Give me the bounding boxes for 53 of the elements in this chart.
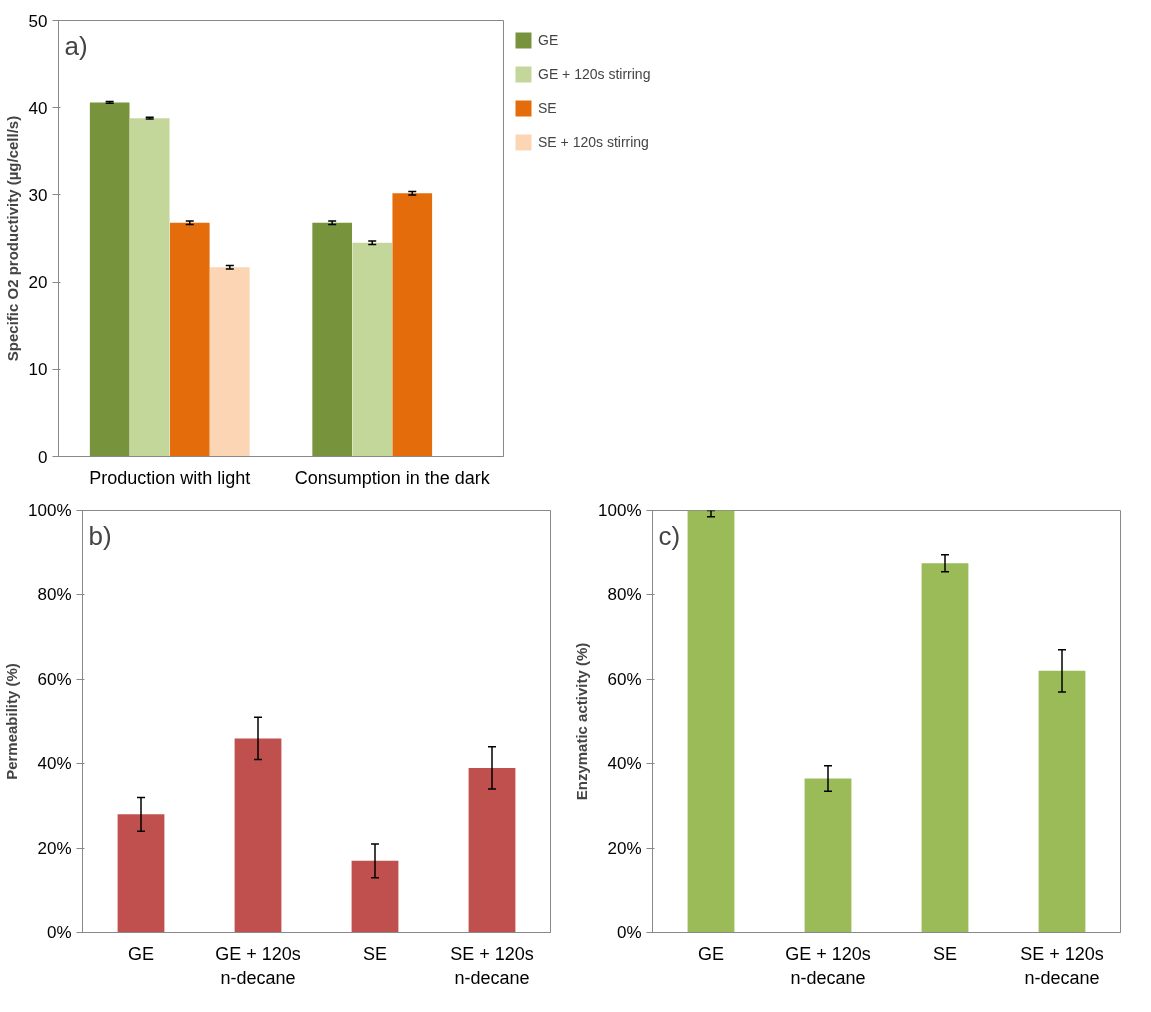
- x-tick-label: SE: [932, 943, 958, 964]
- y-tick-label: 80%: [607, 585, 642, 605]
- legend-label: SE + 120s stirring: [538, 134, 649, 150]
- y-tick-label: 60%: [37, 669, 72, 689]
- x-tick-label: GE: [128, 943, 155, 964]
- bar: [89, 102, 130, 457]
- bar: [234, 738, 282, 933]
- x-tick-label: GE + 120s n-decane: [785, 943, 871, 988]
- bar: [312, 222, 352, 457]
- bar: [117, 814, 165, 933]
- y-tick-label: 100%: [598, 501, 642, 520]
- y-tick-label: 20%: [37, 838, 72, 858]
- bar: [687, 510, 735, 933]
- y-tick-label: 0%: [616, 923, 642, 942]
- x-tick-label: Consumption in the dark: [294, 467, 491, 488]
- bar: [352, 242, 393, 457]
- bar: [129, 118, 170, 457]
- x-tick-label: SE + 120s n-decane: [1020, 943, 1104, 988]
- y-tick-label: 20%: [607, 838, 642, 858]
- annotation: b): [88, 520, 112, 551]
- y-tick-label: 80%: [37, 585, 72, 605]
- y-tick-label: 0%: [46, 923, 72, 942]
- bar: [392, 193, 433, 457]
- legend-label: GE: [538, 32, 559, 48]
- bar: [169, 222, 210, 457]
- legend-label: GE + 120s stirring: [538, 66, 651, 82]
- x-tick-label: SE: [362, 943, 388, 964]
- y-tick-label: 40: [28, 98, 48, 118]
- y-tick-label: 10: [28, 360, 48, 380]
- bar: [921, 563, 969, 933]
- y-axis-title: Enzymatic activity (%): [573, 642, 591, 801]
- y-axis-title: Specific O2 productivity (µg/cell/s): [3, 115, 21, 362]
- annotation: c): [658, 520, 681, 551]
- x-tick-label: SE + 120s n-decane: [450, 943, 534, 988]
- y-tick-label: 40%: [37, 754, 72, 774]
- y-tick-label: 60%: [607, 669, 642, 689]
- y-tick-label: 30: [28, 185, 48, 205]
- y-tick-label: 20: [28, 273, 48, 293]
- x-tick-label: GE: [698, 943, 725, 964]
- x-tick-label: Production with light: [89, 467, 251, 488]
- bar: [210, 267, 250, 457]
- bar: [351, 860, 399, 933]
- bar: [804, 778, 852, 933]
- y-tick-label: 40%: [607, 754, 642, 774]
- y-tick-label: 0: [38, 447, 48, 467]
- y-axis-title: Permeability (%): [3, 663, 21, 780]
- y-tick-label: 100%: [28, 501, 72, 520]
- y-tick-label: 50: [28, 11, 48, 31]
- legend-label: SE: [538, 100, 558, 116]
- bar: [468, 767, 516, 933]
- bar: [1038, 670, 1086, 933]
- annotation: a): [64, 30, 88, 61]
- x-tick-label: GE + 120s n-decane: [215, 943, 301, 988]
